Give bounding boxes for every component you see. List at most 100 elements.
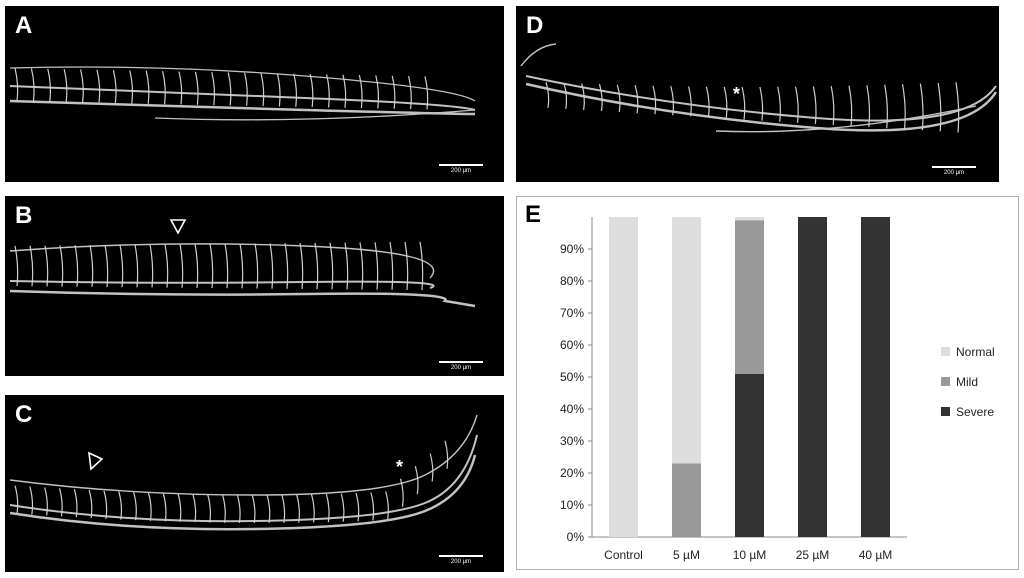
vessel-segment (581, 83, 585, 111)
panel-c-label: C (15, 401, 33, 428)
vessel-segment (194, 243, 199, 288)
vessel-segment (385, 491, 389, 520)
panel-c-image: C * 200 µm (5, 395, 504, 572)
vessel-segment (224, 243, 229, 289)
vessel-segment (239, 243, 244, 289)
vessel-segment (96, 69, 101, 103)
vessel-segment (325, 493, 330, 523)
panel-c-vessels (9, 414, 478, 531)
vessel-segment (44, 487, 48, 516)
y-tick-label: 90% (560, 242, 584, 256)
legend-swatch-normal (941, 347, 950, 356)
vessel-segment (47, 68, 52, 102)
y-tick-label: 20% (560, 466, 584, 480)
legend-swatch-mild (941, 377, 950, 386)
vessel-segment (293, 73, 298, 107)
vessel-segment (884, 84, 888, 129)
y-tick-label: 80% (560, 274, 584, 288)
vessel-segment (634, 85, 639, 114)
vessel-segment (44, 245, 49, 287)
vessel-segment (63, 69, 68, 103)
panel-b-scale-text: 200 µm (450, 365, 472, 371)
panel-d-vessels (520, 43, 998, 133)
vessel-segment (147, 492, 152, 521)
vessel-segment (342, 74, 347, 108)
vessel-segment (178, 71, 183, 105)
legend-swatch-severe (941, 407, 950, 416)
vessel-segment (358, 74, 363, 109)
vessel-segment (58, 488, 63, 517)
x-tick-label: 40 µM (859, 548, 893, 562)
legend-label-mild: Mild (956, 375, 978, 389)
vessel-segment (370, 492, 375, 521)
y-tick-label: 40% (560, 402, 584, 416)
vessel-segment (955, 82, 960, 133)
vessel-segment (145, 70, 150, 104)
vessel-segment (419, 241, 424, 291)
vessel-segment (937, 82, 942, 132)
bar-severe (861, 217, 890, 537)
vessel-segment (309, 73, 314, 108)
panel-c-scale-text: 200 µm (450, 559, 472, 565)
vessel-segment (118, 491, 123, 520)
vessel-segment (29, 245, 34, 287)
panel-b-vessels (9, 219, 476, 308)
vessel-segment (705, 86, 710, 118)
vessel-segment (119, 244, 124, 288)
vessel-segment (227, 72, 232, 106)
vessel-segment (73, 489, 78, 518)
vessel-segment (29, 486, 34, 515)
vessel-segment (355, 492, 360, 522)
y-tick-label: 30% (560, 434, 584, 448)
vessel-segment (260, 72, 265, 107)
panel-d-scale-text: 200 µm (943, 170, 965, 176)
vessel-segment (399, 478, 404, 507)
bar-normal (735, 217, 764, 221)
vessel-segment (391, 75, 396, 109)
vessel-segment (281, 494, 286, 523)
vessel-segment (359, 242, 364, 290)
vessel-segment (14, 245, 19, 287)
panel-c-asterisk: * (396, 457, 404, 477)
vessel-segment (344, 242, 349, 290)
vessel-segment (424, 76, 429, 110)
vessel-segment (299, 242, 304, 290)
vessel-segment (670, 85, 675, 116)
vessel-segment (830, 86, 835, 125)
vessel-segment (244, 72, 248, 106)
vessel-segment (192, 494, 197, 523)
vessel-segment (314, 242, 319, 290)
vessel-segment (254, 243, 259, 289)
panel-b-scale-bar (439, 361, 483, 363)
vessel-segment (222, 494, 226, 523)
vessel-segment (112, 70, 117, 104)
vessel-segment (429, 453, 434, 482)
vessel-segment (162, 493, 167, 522)
vessel-segment (741, 86, 746, 120)
vessel-segment (74, 245, 79, 287)
x-tick-label: Control (604, 548, 643, 562)
y-tick-label: 70% (560, 306, 584, 320)
vessel-segment (296, 494, 300, 523)
vessel-segment (164, 244, 169, 288)
bar-severe (798, 217, 827, 537)
legend-label-normal: Normal (956, 345, 995, 359)
x-tick-label: 25 µM (796, 548, 830, 562)
vessel-segment (759, 86, 764, 121)
panel-d-asterisk: * (733, 84, 741, 104)
vessel-segment (616, 84, 621, 113)
vessel-segment (179, 244, 184, 288)
vessel-segment (310, 494, 315, 523)
vessel-segment (901, 84, 906, 130)
panel-c-scale-bar (439, 555, 483, 557)
vessel-segment (652, 85, 657, 115)
vessel-segment (80, 69, 84, 103)
y-tick-label: 0% (567, 530, 585, 544)
vessel-segment (207, 494, 212, 523)
vessel-segment (162, 71, 166, 105)
bar-mild (672, 463, 701, 537)
vessel-segment (545, 82, 550, 108)
vessel-segment (408, 75, 412, 110)
vessel-segment (919, 83, 924, 131)
bar-mild (735, 220, 764, 374)
